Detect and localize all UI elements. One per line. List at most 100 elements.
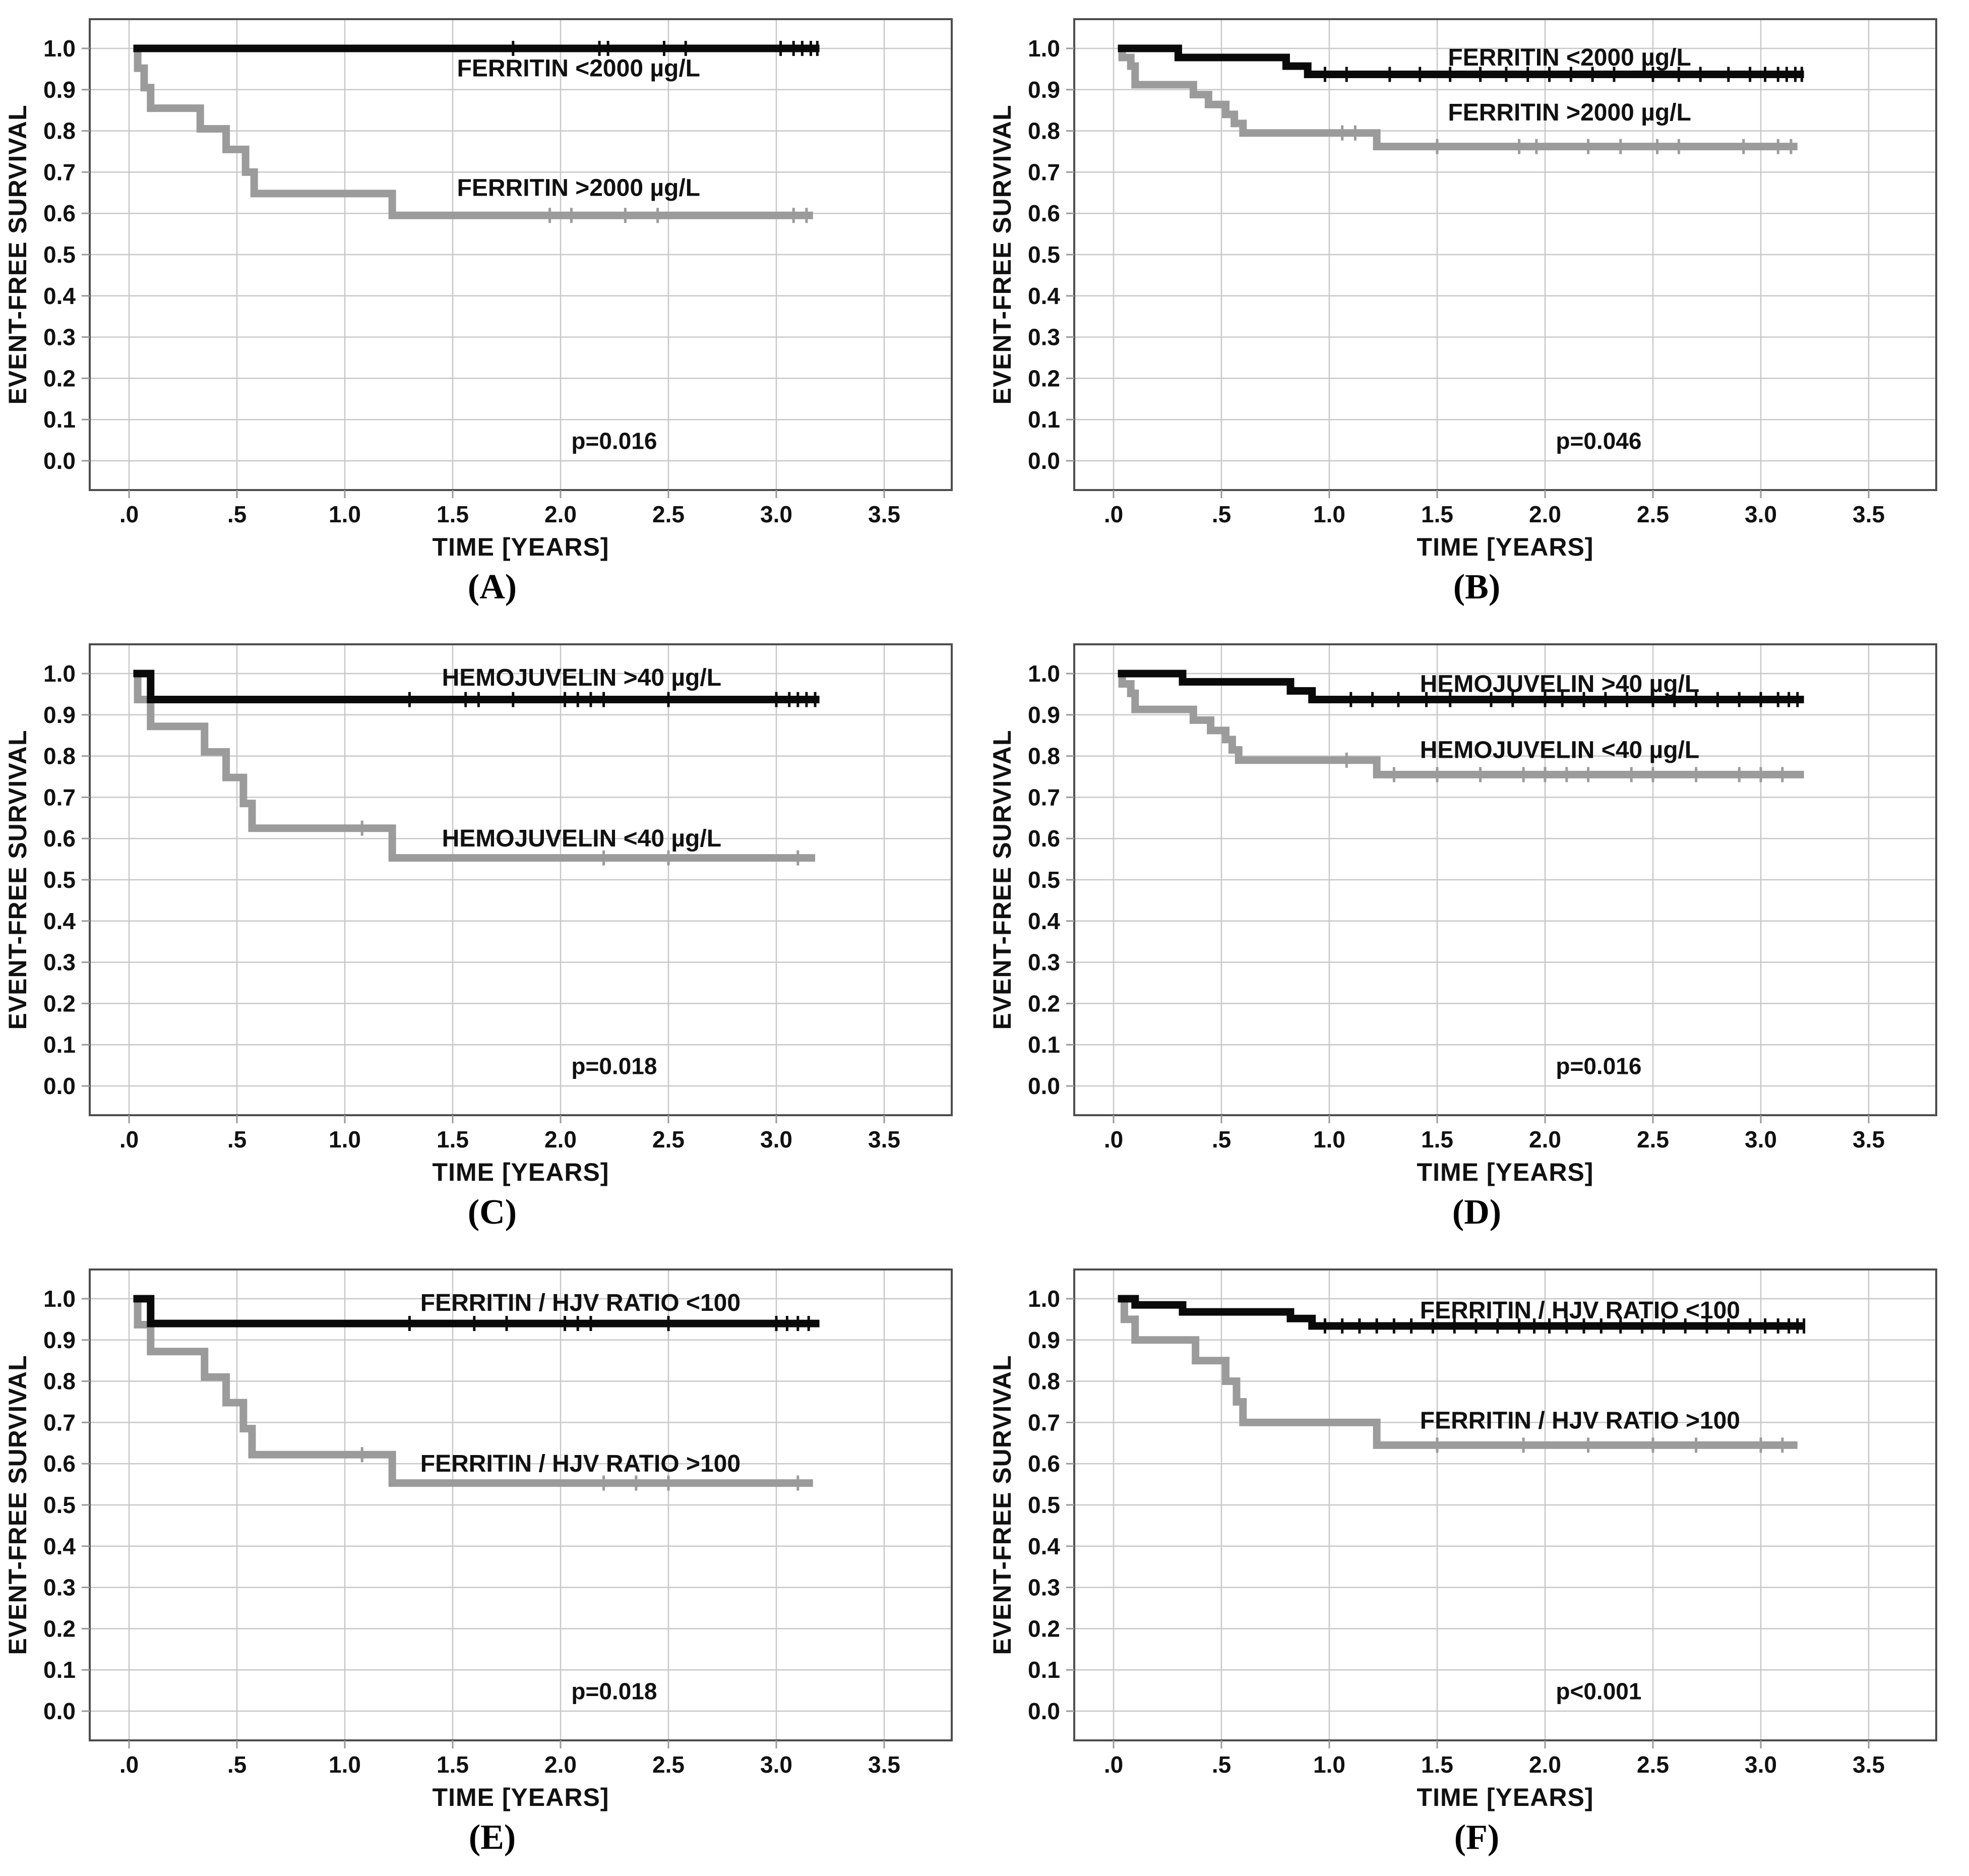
y-tick-label: 0.1: [43, 1032, 76, 1058]
y-tick-label: 0.9: [43, 77, 76, 103]
panel-C: .0 .5 1.0 1.5 2.0 2.5 3.0 3.5 1.0 0.9 0.8 0.7 0.6 0.5…: [0, 625, 984, 1250]
x-tick-label: 3.5: [1853, 1126, 1885, 1153]
series-label: FERRITIN / HJV RATIO <100: [1420, 1297, 1740, 1324]
y-tick-label: 0.4: [43, 283, 76, 309]
y-tick-label: 0.1: [1028, 1657, 1060, 1683]
series-label: HEMOJUVELIN >40 µg/L: [442, 664, 721, 691]
y-tick-label: 1.0: [43, 35, 76, 62]
y-tick-label: 0.5: [1028, 867, 1060, 893]
y-tick-label: 0.8: [43, 743, 76, 769]
x-tick-label: 1.5: [1421, 501, 1453, 527]
km-chart-A: .0 .5 1.0 1.5 2.0 2.5 3.0 3.5 1.0 0.9 0.8 0.7 0.6 0.5…: [4, 18, 953, 561]
y-axis-title: EVENT-FREE SURVIVAL: [988, 730, 1016, 1030]
y-tick-label: 0.3: [1028, 1575, 1060, 1601]
x-tick-label: .5: [1212, 1751, 1231, 1778]
y-tick-label: 0.7: [43, 784, 76, 810]
y-tick-label: 1.0: [43, 1286, 76, 1312]
y-tick-label: 0.1: [1028, 1032, 1060, 1058]
survival-curve-black: [1118, 1295, 1804, 1330]
x-axis-title: TIME [YEARS]: [1417, 533, 1594, 561]
x-tick-label: 2.0: [544, 1126, 577, 1153]
x-tick-label: 1.5: [437, 1126, 469, 1153]
x-tick-label: 3.5: [1853, 501, 1885, 527]
y-tick-label: 0.5: [43, 867, 76, 893]
x-tick-label: 3.0: [760, 501, 792, 527]
y-tick-label: 1.0: [1028, 35, 1060, 62]
survival-curve-black: [133, 1295, 820, 1327]
series-label: FERRITIN >2000 µg/L: [1448, 99, 1691, 126]
y-tick-label: 0.0: [43, 1698, 76, 1724]
y-tick-label: 0.7: [1028, 1409, 1060, 1435]
y-tick-label: 1.0: [1028, 1286, 1060, 1312]
y-tick-label: 0.9: [1028, 1327, 1060, 1353]
y-tick-label: 0.4: [1028, 908, 1060, 934]
y-tick-label: 0.3: [1028, 324, 1060, 350]
panel-letter-F: (F): [1454, 1818, 1500, 1857]
y-tick-label: 0.9: [1028, 77, 1060, 103]
survival-curve-gray: [1118, 1295, 1798, 1449]
y-tick-label: 0.6: [43, 825, 76, 852]
y-tick-label: 0.1: [43, 406, 76, 433]
panel-letter-B: (B): [1453, 568, 1501, 607]
km-chart-E: .0 .5 1.0 1.5 2.0 2.5 3.0 3.5 1.0 0.9 0.8 0.7 0.6 0.5…: [4, 1268, 953, 1811]
x-tick-label: 2.5: [1637, 501, 1669, 527]
y-tick-label: 0.1: [1028, 406, 1060, 433]
p-value-label: p=0.046: [1556, 428, 1641, 454]
x-tick-label: 2.5: [652, 501, 685, 527]
series-label: HEMOJUVELIN <40 µg/L: [442, 825, 721, 852]
x-tick-label: 2.5: [1637, 1126, 1669, 1153]
survival-curve-gray: [1118, 44, 1798, 151]
km-chart-F: .0 .5 1.0 1.5 2.0 2.5 3.0 3.5 1.0 0.9 0.8 0.7 0.6 0.5…: [988, 1268, 1937, 1811]
series-label: FERRITIN / HJV RATIO >100: [1420, 1407, 1740, 1434]
x-tick-label: 1.5: [437, 1751, 469, 1778]
x-tick-label: 1.5: [1421, 1126, 1453, 1153]
survival-curve-gray: [1118, 670, 1804, 778]
x-tick-label: .5: [227, 501, 247, 527]
y-axis-title: EVENT-FREE SURVIVAL: [4, 730, 32, 1030]
y-tick-label: 0.2: [43, 990, 76, 1016]
y-tick-label: 0.1: [43, 1657, 76, 1683]
y-tick-label: 0.2: [1028, 1615, 1060, 1642]
p-value-label: p<0.001: [1556, 1678, 1641, 1705]
y-tick-label: 0.0: [1028, 448, 1060, 474]
panel-D: .0 .5 1.0 1.5 2.0 2.5 3.0 3.5 1.0 0.9 0.8 0.7 0.6 0.5…: [984, 625, 1969, 1250]
x-tick-label: 2.0: [544, 501, 577, 527]
y-tick-label: 0.6: [1028, 825, 1060, 852]
panel-A: .0 .5 1.0 1.5 2.0 2.5 3.0 3.5 1.0 0.9 0.8 0.7 0.6 0.5…: [0, 0, 984, 625]
y-axis-title: EVENT-FREE SURVIVAL: [988, 104, 1016, 404]
y-tick-label: 0.7: [43, 159, 76, 185]
p-value-label: p=0.016: [571, 428, 657, 454]
y-axis-title: EVENT-FREE SURVIVAL: [4, 1355, 32, 1655]
series-label: HEMOJUVELIN >40 µg/L: [1420, 671, 1699, 697]
p-value-label: p=0.016: [1556, 1053, 1641, 1079]
y-tick-label: 0.8: [1028, 118, 1060, 144]
x-tick-label: 3.5: [868, 1751, 900, 1778]
p-value-label: p=0.018: [571, 1678, 657, 1705]
y-tick-label: 0.2: [43, 1615, 76, 1642]
x-tick-label: 1.0: [1313, 1126, 1345, 1153]
y-tick-label: 0.4: [1028, 283, 1060, 309]
x-tick-label: 3.0: [760, 1126, 792, 1153]
y-tick-label: 0.6: [1028, 200, 1060, 226]
x-tick-label: 1.5: [1421, 1751, 1453, 1778]
survival-curve-gray: [133, 1295, 813, 1487]
panel-letter-D: (D): [1452, 1193, 1502, 1232]
survival-curve-gray: [133, 44, 813, 219]
y-tick-label: 0.2: [43, 365, 76, 391]
survival-curve-gray: [133, 670, 816, 862]
y-tick-label: 0.4: [43, 1533, 76, 1559]
y-tick-label: 0.5: [1028, 241, 1060, 268]
y-tick-label: 0.0: [1028, 1073, 1060, 1099]
km-chart-C: .0 .5 1.0 1.5 2.0 2.5 3.0 3.5 1.0 0.9 0.8 0.7 0.6 0.5…: [4, 643, 953, 1186]
survival-curve-black: [1118, 670, 1804, 704]
series-label: FERRITIN / HJV RATIO <100: [420, 1290, 741, 1316]
x-tick-label: 2.5: [1637, 1751, 1669, 1778]
y-tick-label: 0.8: [1028, 1368, 1060, 1395]
y-tick-label: 0.8: [1028, 743, 1060, 769]
x-tick-label: .0: [119, 1126, 139, 1153]
y-tick-label: 0.0: [43, 1073, 76, 1099]
x-tick-label: .0: [119, 1751, 139, 1778]
y-tick-label: 0.3: [43, 324, 76, 350]
y-tick-label: 0.7: [1028, 784, 1060, 810]
